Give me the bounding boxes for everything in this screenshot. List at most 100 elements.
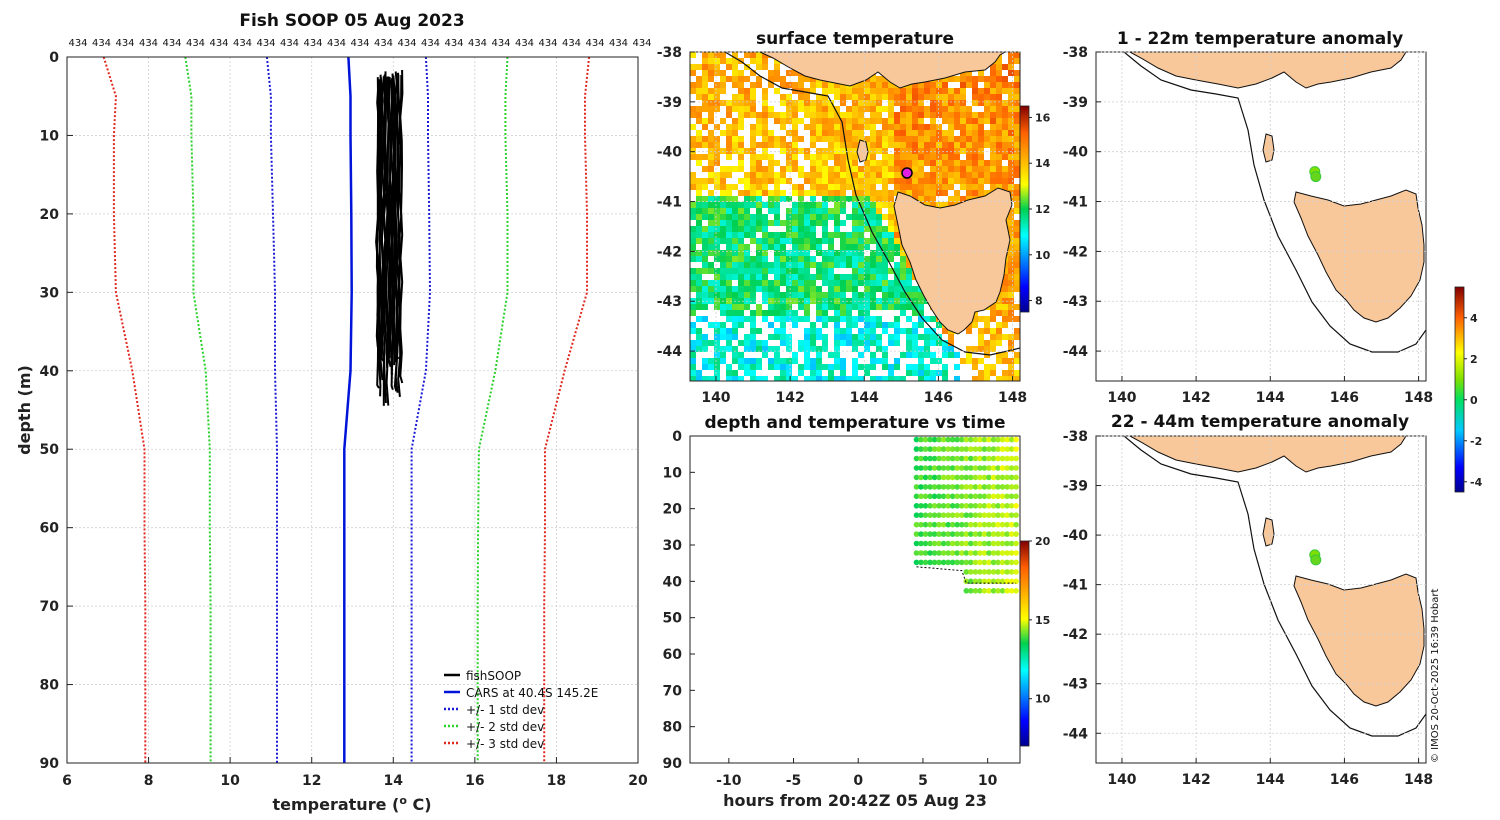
sst-cell (720, 76, 726, 82)
sst-cell (936, 178, 942, 184)
sst-cell (786, 370, 792, 376)
sst-cell (762, 232, 768, 238)
sst-cell (732, 124, 738, 130)
sst-cell (870, 202, 876, 208)
depth-time-point (981, 531, 988, 537)
depth-time-point (913, 531, 920, 537)
sst-cell (846, 88, 852, 94)
sst-cell (840, 250, 846, 256)
depth-time-point (968, 550, 974, 556)
sst-cell (750, 280, 756, 286)
sst-cell (960, 142, 966, 148)
sst-cell (744, 106, 750, 112)
sst-cell (732, 130, 738, 136)
depth-time-point (922, 446, 929, 452)
sst-cell (894, 94, 900, 100)
sst-cell (822, 316, 828, 322)
sst-cell (942, 370, 948, 376)
sst-cell (696, 64, 702, 70)
sst-cell (744, 316, 750, 322)
sst-cell (798, 268, 804, 274)
sst-cell (990, 310, 996, 316)
depth-time-point (922, 540, 929, 547)
sst-cell (870, 124, 876, 130)
sst-cell (696, 334, 702, 340)
depth-time-point (940, 436, 947, 443)
sst-cell (900, 148, 906, 154)
sst-cell (912, 118, 918, 124)
sst-cell (894, 280, 900, 286)
sst-cell (720, 358, 726, 364)
sst-cell (840, 154, 846, 160)
sst-cell (738, 376, 744, 381)
sst-cell (840, 220, 846, 226)
depth-time-point (977, 569, 983, 575)
sst-cell (798, 208, 804, 214)
depth-time-point (963, 446, 970, 452)
sst-cell (1014, 274, 1020, 280)
depth-time-point (1004, 569, 1010, 575)
depth-time-point (940, 503, 947, 509)
sst-cell (954, 376, 960, 381)
sst-cell (936, 130, 942, 136)
sst-cell (954, 88, 960, 94)
sst-cell (816, 112, 822, 118)
sst-cell (834, 334, 840, 340)
sst-cell (1008, 160, 1014, 166)
sst-cell (822, 268, 828, 274)
depth-time-point (931, 484, 938, 490)
sst-cell (990, 130, 996, 136)
sst-map-panel: surface temperature 140 142 144 146 148-38-3… (657, 29, 1051, 406)
sst-cell (996, 352, 1002, 358)
sst-cell (780, 118, 786, 124)
sst-cell (876, 82, 882, 88)
sst-cell (858, 364, 864, 370)
sst-cell (696, 214, 702, 220)
sst-cell (894, 178, 900, 184)
sst-cell (714, 226, 720, 232)
sst-cell (978, 148, 984, 154)
depth-time-point (995, 531, 1001, 537)
sst-cell (912, 286, 918, 292)
sst-cell (828, 316, 834, 322)
sst-cell (876, 88, 882, 94)
sst-cell (942, 172, 948, 178)
sst-cell (990, 106, 996, 112)
sst-cell (786, 340, 792, 346)
sst-cell (1014, 52, 1020, 58)
sst-cell (1014, 196, 1020, 202)
depth-time-point (1008, 465, 1015, 471)
sst-cell (714, 238, 720, 244)
sst-cell (852, 172, 858, 178)
sst-cell (714, 334, 720, 340)
sst-cell (966, 76, 972, 82)
sst-cell (702, 268, 708, 274)
depth-time-point (995, 588, 1001, 594)
depth-time-point (922, 512, 929, 518)
sst-cell (786, 220, 792, 226)
sst-cell (918, 112, 924, 118)
sst-cell (774, 352, 780, 358)
sst-cell (714, 268, 720, 274)
sst-cell (792, 166, 798, 172)
sst-cell (762, 286, 768, 292)
sst-cell (738, 292, 744, 298)
sst-cell (798, 244, 804, 250)
depth-time-point (995, 550, 1001, 556)
depth-time-point (954, 465, 960, 471)
sst-cell (768, 262, 774, 268)
depth-time-point (922, 531, 929, 537)
depth-time-point (990, 521, 997, 528)
sst-cell (990, 178, 996, 184)
depth-time-point (918, 559, 924, 566)
sst-cell (726, 166, 732, 172)
sst-cell (996, 136, 1002, 142)
sst-cell (846, 214, 852, 220)
sst-cell (774, 70, 780, 76)
sst-cell (810, 262, 816, 268)
sst-cell (894, 298, 900, 304)
sst-cell (834, 364, 840, 370)
sst-cell (732, 76, 738, 82)
sst-cell (774, 202, 780, 208)
sst-cell (936, 160, 942, 166)
